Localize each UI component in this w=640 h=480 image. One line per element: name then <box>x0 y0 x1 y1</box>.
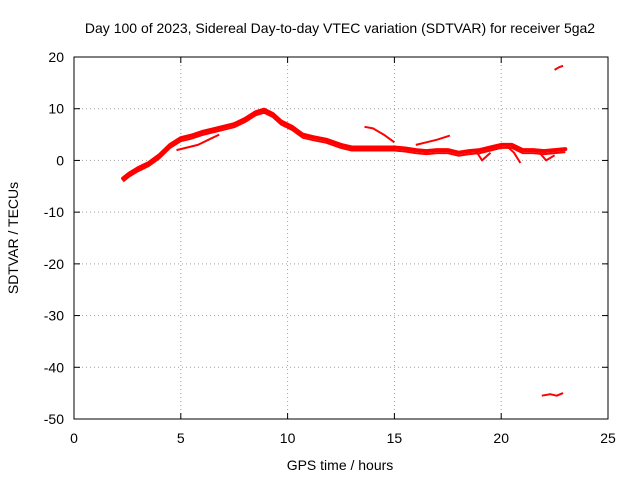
series-upper-branch-17h <box>415 134 451 146</box>
grid <box>74 57 608 419</box>
series-main-track-band <box>122 111 566 183</box>
series-outlier-high <box>554 64 564 71</box>
y-tick-label: 0 <box>56 152 64 168</box>
series-upper-branch-14h <box>364 125 395 144</box>
y-tick-label: 20 <box>48 49 64 65</box>
series-outlier-low <box>541 392 564 397</box>
ticks: 0 5 10 15 20 25 -50 -40 -30 -20 -10 0 10 20 <box>44 49 616 446</box>
series-dip-branch-22h <box>538 152 556 162</box>
y-tick-label: -40 <box>44 359 64 375</box>
series-dip-branch-20-21h <box>504 144 522 164</box>
y-tick-label: -50 <box>44 411 64 427</box>
plot-frame <box>73 56 609 420</box>
x-tick-label: 20 <box>493 430 509 446</box>
x-tick-label: 15 <box>387 430 403 446</box>
y-tick-label: -10 <box>44 204 64 220</box>
x-tick-label: 10 <box>280 430 296 446</box>
series-dip-branch-19h <box>474 149 492 162</box>
y-tick-label: -20 <box>44 256 64 272</box>
x-tick-label: 0 <box>70 430 78 446</box>
series-layer <box>121 64 568 397</box>
y-tick-label: 10 <box>48 101 64 117</box>
chart-title: Day 100 of 2023, Sidereal Day-to-day VTE… <box>85 20 595 36</box>
y-tick-label: -30 <box>44 308 64 324</box>
series-main-track <box>121 107 568 181</box>
series-lower-branch-5h <box>176 133 220 152</box>
y-axis-label: SDTVAR / TECUs <box>5 182 21 294</box>
x-tick-label: 25 <box>600 430 616 446</box>
x-tick-label: 5 <box>177 430 185 446</box>
x-axis-label: GPS time / hours <box>287 457 394 473</box>
